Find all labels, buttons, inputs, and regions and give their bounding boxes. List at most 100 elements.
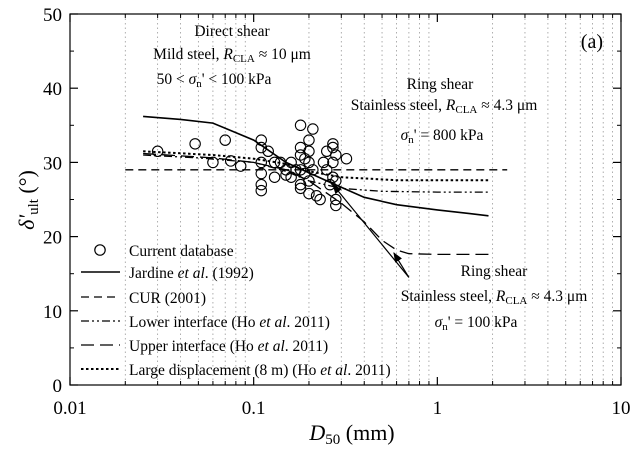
legend: Current database Jardine et al. (1992) C… xyxy=(81,243,391,379)
ring-shear-100-line2-a: Stainless steel, xyxy=(401,288,496,305)
direct-shear-line3-sig: σ xyxy=(189,71,198,88)
ring-shear-800-line2-a: Stainless steel, xyxy=(351,97,446,114)
legend-label-large-etal: et al xyxy=(320,362,347,379)
ring-shear-800-line3-b: ' = 800 kPa xyxy=(414,127,484,144)
data-point-current-database xyxy=(303,175,315,187)
x-axis-title-unit: (mm) xyxy=(340,420,394,445)
direct-shear-line3-a: 50 < xyxy=(157,71,189,88)
ring-shear-100-line3-b: ' = 100 kPa xyxy=(448,314,518,331)
legend-item-cur: CUR (2001) xyxy=(81,290,206,307)
x-tick-label: 0.01 xyxy=(53,398,86,419)
ring-shear-800-line1: Ring shear xyxy=(407,76,475,93)
y-tick-label: 40 xyxy=(43,79,62,100)
direct-shear-line2-a: Mild steel, xyxy=(153,46,223,63)
y-tick-label: 10 xyxy=(43,302,62,323)
series-layer xyxy=(125,115,508,256)
ring-shear-100-line3-sub: n xyxy=(442,321,448,333)
ring-shear-100-line2-r: R xyxy=(495,288,506,305)
x-tick-label: 0.1 xyxy=(242,398,266,419)
data-point-current-database xyxy=(207,156,219,169)
ring-shear-100-line3-sig: σ xyxy=(435,314,444,331)
data-point-current-database xyxy=(303,156,315,169)
data-point-current-database xyxy=(327,141,339,154)
annotation-ring-shear-800: Ring shear Stainless steel, RCLA ≈ 4.3 μ… xyxy=(351,76,538,146)
data-point-current-database xyxy=(224,155,237,167)
data-point-current-database xyxy=(255,178,268,191)
data-point-current-database xyxy=(299,152,311,165)
data-point-current-database xyxy=(255,141,268,154)
direct-shear-line3-b: ' < 100 kPa xyxy=(202,71,272,88)
annotation-arrow xyxy=(393,252,410,278)
data-point-current-database xyxy=(314,193,326,206)
data-point-current-database xyxy=(303,187,315,200)
data-point-current-database xyxy=(330,193,342,206)
direct-shear-line1: Direct shear xyxy=(194,23,270,40)
ring-shear-100-line1: Ring shear xyxy=(461,263,529,280)
x-axis-title-subscript: 50 xyxy=(325,432,340,448)
panel-label: (a) xyxy=(581,31,603,53)
ring-shear-800-line2-sub: CLA xyxy=(455,104,477,116)
annotation-ring-shear-100: Ring shear Stainless steel, RCLA ≈ 4.3 μ… xyxy=(401,263,588,333)
x-tick-label: 10 xyxy=(612,398,631,419)
tick-layer xyxy=(69,13,622,386)
ring-shear-800-line2-r: R xyxy=(445,97,456,114)
annotation-direct-shear: Direct shear Mild steel, RCLA ≈ 10 μm 50… xyxy=(153,23,311,90)
tick-label-layer: 0.01 0.1 1 10 0 10 20 30 40 50 xyxy=(43,5,631,419)
legend-item-jardine: Jardine et al. (1992) xyxy=(81,265,254,282)
legend-label-jardine-etal: et al xyxy=(178,265,205,282)
data-point-current-database xyxy=(151,145,164,158)
data-point-current-database xyxy=(327,156,339,169)
y-tick-label: 0 xyxy=(53,376,63,397)
y-tick-label: 20 xyxy=(43,228,62,249)
data-point-current-database xyxy=(307,123,319,135)
ring-shear-800-line3-sig: σ xyxy=(401,127,410,144)
data-point-current-database xyxy=(330,199,342,212)
legend-item-large-displacement: Large displacement (8 m) (Ho et al. 2011… xyxy=(81,362,391,379)
data-point-current-database xyxy=(310,190,323,202)
legend-item-upper-interface: Upper interface (Ho et al. 2011) xyxy=(81,338,328,355)
ring-shear-800-line3: σn' = 800 kPa xyxy=(401,127,484,146)
legend-label-lower-interface: Lower interface (Ho et al. 2011) xyxy=(129,314,330,331)
y-tick-label: 30 xyxy=(43,153,62,174)
data-point-current-database xyxy=(255,156,268,169)
data-point-current-database xyxy=(294,182,307,195)
direct-shear-line2: Mild steel, RCLA ≈ 10 μm xyxy=(153,46,311,65)
legend-label-current-database: Current database xyxy=(129,243,234,260)
direct-shear-line2-r: R xyxy=(222,46,233,63)
legend-label-lower-b: . 2011) xyxy=(287,314,330,331)
direct-shear-line2-sub: CLA xyxy=(233,53,255,65)
data-point-current-database xyxy=(219,134,231,146)
series-line-solid xyxy=(143,115,489,217)
x-axis-title: D50 (mm) xyxy=(308,420,394,448)
ring-shear-100-line3: σn' = 100 kPa xyxy=(435,314,518,333)
legend-label-jardine-a: Jardine xyxy=(129,265,178,282)
ring-shear-100-line2: Stainless steel, RCLA ≈ 4.3 μm xyxy=(401,288,588,307)
y-axis-title-symbol: δ' xyxy=(14,215,39,230)
series-line-dash-dot-dot xyxy=(143,154,489,193)
y-tick-label: 50 xyxy=(43,5,62,26)
data-point-current-database xyxy=(262,145,274,158)
legend-label-large-displacement: Large displacement (8 m) (Ho et al. 2011… xyxy=(129,362,391,379)
y-axis-title-subscript: ult xyxy=(26,198,42,215)
legend-label-upper-a: Upper interface (Ho xyxy=(129,338,258,355)
legend-label-lower-etal: et al xyxy=(259,314,286,331)
direct-shear-line3-sub: n xyxy=(196,78,202,90)
legend-item-lower-interface: Lower interface (Ho et al. 2011) xyxy=(81,314,330,331)
legend-label-jardine-b: . (1992) xyxy=(205,265,254,282)
data-point-current-database xyxy=(317,156,330,169)
legend-label-lower-a: Lower interface (Ho xyxy=(129,314,259,331)
x-tick-label: 1 xyxy=(433,398,443,419)
ring-shear-100-line2-sub: CLA xyxy=(505,295,527,307)
x-axis-title-symbol: D xyxy=(308,420,325,445)
data-point-current-database xyxy=(303,134,315,146)
data-point-current-database xyxy=(268,171,281,183)
data-point-current-database xyxy=(255,184,268,197)
direct-shear-line3: 50 < σn' < 100 kPa xyxy=(157,71,272,90)
data-point-current-database xyxy=(330,149,342,161)
data-point-current-database xyxy=(340,152,353,165)
ring-shear-800-line3-sub: n xyxy=(408,134,414,146)
y-axis-title: δ'ult (°) xyxy=(14,170,42,230)
legend-label-jardine: Jardine et al. (1992) xyxy=(129,265,254,282)
legend-label-large-b: . 2011) xyxy=(347,362,390,379)
